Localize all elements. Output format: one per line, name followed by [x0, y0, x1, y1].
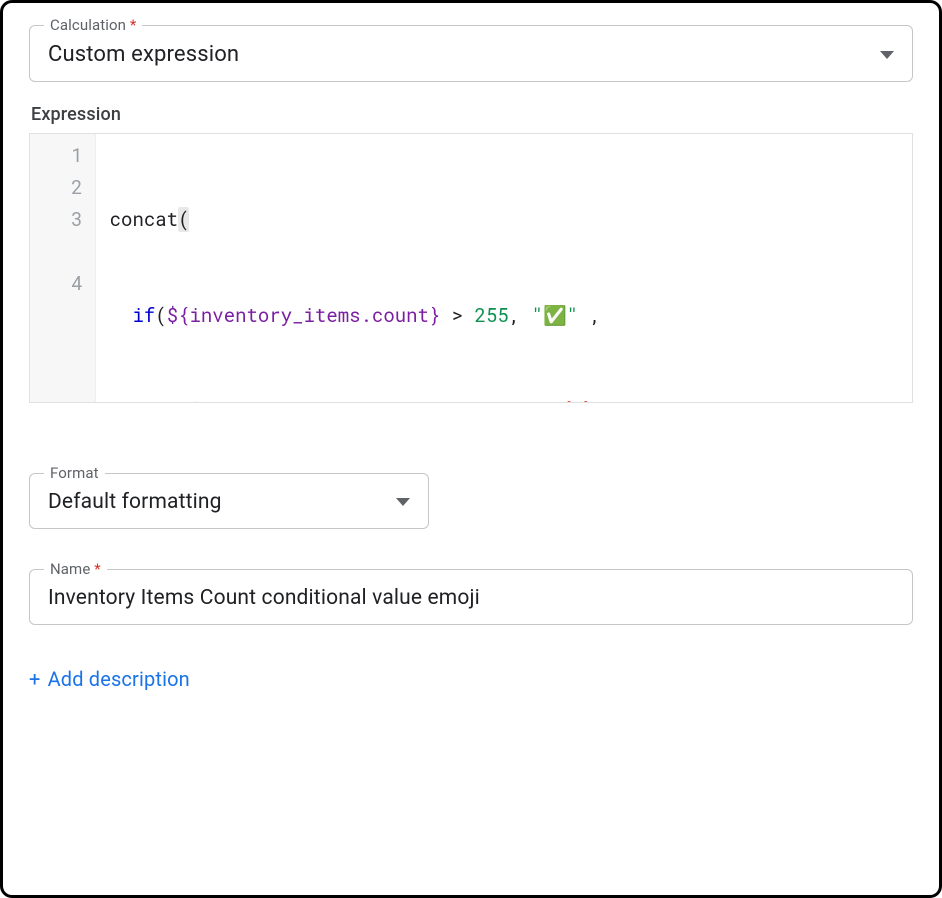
format-select[interactable]: Format Default formatting: [29, 473, 429, 529]
name-label: Name *: [44, 560, 107, 578]
code-area[interactable]: concat( if(${inventory_items.count} > 25…: [96, 134, 912, 402]
chevron-down-icon: [396, 498, 410, 506]
name-input[interactable]: Name * Inventory Items Count conditional…: [29, 569, 913, 625]
format-value: Default formatting: [48, 490, 222, 514]
calculation-select[interactable]: Calculation * Custom expression: [29, 25, 913, 82]
code-line: if(${inventory_items.count} < 260, "❌" ,…: [110, 396, 904, 403]
add-description-label: Add description: [43, 667, 190, 691]
chevron-down-icon: [880, 51, 894, 59]
expression-label: Expression: [31, 104, 913, 125]
calculation-value: Custom expression: [48, 42, 239, 67]
code-line: concat(: [110, 204, 904, 236]
plus-icon: +: [29, 667, 41, 691]
format-label: Format: [44, 464, 105, 482]
name-value: Inventory Items Count conditional value …: [48, 586, 480, 610]
code-line: if(${inventory_items.count} > 255, "✅" ,: [110, 300, 904, 332]
dialog-panel: Calculation * Custom expression Expressi…: [0, 0, 942, 898]
expression-editor[interactable]: 1 2 3 4 concat( if(${inventory_items.cou…: [29, 133, 913, 403]
calculation-label: Calculation *: [44, 16, 142, 34]
add-description-button[interactable]: + Add description: [29, 667, 913, 691]
line-gutter: 1 2 3 4: [30, 134, 96, 402]
